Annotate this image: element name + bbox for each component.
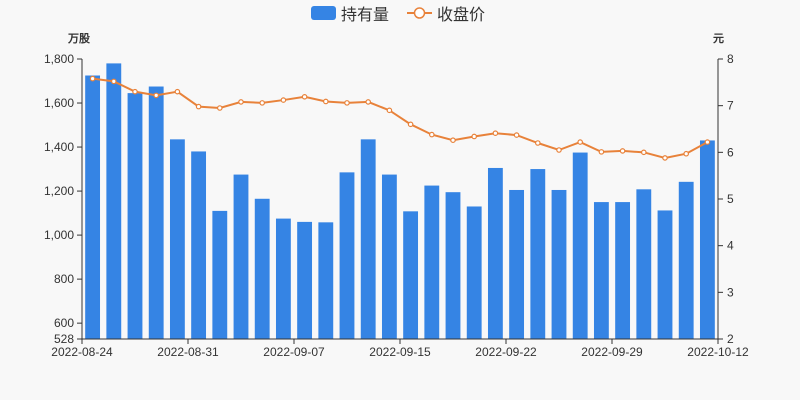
price-point[interactable]: [280, 97, 287, 103]
price-point[interactable]: [153, 92, 160, 99]
price-point[interactable]: [450, 137, 456, 144]
left-axis-tick-label: 1,800: [44, 52, 74, 66]
holding-bar[interactable]: [233, 174, 249, 339]
price-point[interactable]: [619, 148, 626, 154]
left-axis-tick-label: 1,200: [44, 184, 74, 198]
holding-bar[interactable]: [127, 93, 143, 340]
holding-bar[interactable]: [678, 181, 694, 339]
holding-bar[interactable]: [318, 222, 334, 339]
holding-bar[interactable]: [191, 151, 207, 339]
right-axis-tick-label: 5: [727, 192, 734, 206]
holding-bar[interactable]: [403, 211, 419, 339]
price-point[interactable]: [238, 99, 244, 105]
right-axis-tick-label: 7: [727, 99, 734, 113]
right-axis-tick-label: 3: [727, 285, 734, 299]
price-point[interactable]: [365, 99, 372, 105]
price-point[interactable]: [662, 155, 668, 161]
price-point[interactable]: [344, 100, 350, 106]
price-point[interactable]: [428, 131, 435, 138]
right-axis-unit: 元: [713, 32, 724, 45]
left-axis-tick-label: 1,400: [44, 140, 74, 154]
price-point[interactable]: [640, 149, 647, 156]
holding-bar[interactable]: [551, 189, 567, 339]
holding-bar[interactable]: [85, 75, 101, 339]
right-axis-tick-label: 6: [727, 145, 734, 159]
holding-bar[interactable]: [572, 152, 588, 339]
price-point[interactable]: [195, 103, 202, 110]
holding-bar[interactable]: [509, 189, 525, 339]
legend-swatch-price-marker[interactable]: [413, 7, 426, 19]
holding-bar[interactable]: [615, 202, 631, 339]
price-point[interactable]: [132, 88, 138, 95]
legend: 持有量 收盘价: [311, 5, 485, 24]
holding-bar[interactable]: [275, 218, 291, 339]
holding-bar[interactable]: [254, 198, 270, 339]
holding-bar[interactable]: [657, 210, 673, 339]
left-axis-tick-label: 800: [54, 272, 74, 286]
price-point[interactable]: [301, 94, 308, 100]
legend-swatch-holding[interactable]: [311, 6, 336, 20]
x-axis-tick-label: 2022-10-12: [687, 345, 749, 359]
left-axis-unit: 万股: [67, 32, 91, 45]
holding-bar[interactable]: [360, 139, 376, 339]
price-point[interactable]: [513, 132, 520, 138]
holding-bar[interactable]: [466, 206, 482, 339]
right-axis-tick-label: 2: [727, 332, 734, 346]
holding-bar[interactable]: [593, 202, 609, 339]
holding-bar[interactable]: [487, 167, 503, 339]
price-point[interactable]: [683, 150, 690, 157]
left-axis-tick-label: 1,000: [44, 228, 74, 242]
legend-label-price[interactable]: 收盘价: [437, 5, 485, 24]
holding-bar[interactable]: [530, 169, 546, 339]
holding-bar[interactable]: [212, 210, 228, 339]
price-point[interactable]: [174, 88, 181, 95]
left-axis-tick-label: 528: [54, 332, 74, 346]
holding-bars: [85, 63, 715, 340]
price-point[interactable]: [471, 133, 478, 140]
holding-bar[interactable]: [445, 192, 461, 339]
holding-bar[interactable]: [297, 221, 313, 339]
legend-label-holding[interactable]: 持有量: [341, 6, 389, 24]
holding-bar[interactable]: [699, 140, 715, 339]
price-point[interactable]: [534, 140, 541, 146]
price-point[interactable]: [407, 121, 414, 128]
holding-bar[interactable]: [148, 86, 164, 340]
left-axis-tick-label: 600: [54, 316, 74, 330]
price-point[interactable]: [704, 139, 711, 145]
price-point[interactable]: [89, 75, 96, 82]
holding-bar[interactable]: [106, 63, 122, 340]
holding-bar[interactable]: [169, 139, 185, 339]
price-point[interactable]: [386, 107, 393, 114]
axes: 528 600 800 1,000 1,200 1,400 1,600 1,800 2 3 4 5 6 7…: [44, 52, 749, 359]
price-point[interactable]: [322, 98, 329, 105]
price-point[interactable]: [598, 149, 605, 155]
price-point[interactable]: [556, 147, 562, 153]
x-axis-tick-label: 2022-09-22: [475, 345, 537, 359]
x-axis-tick-label: 2022-09-07: [263, 345, 325, 359]
price-point[interactable]: [111, 78, 117, 85]
price-point[interactable]: [577, 139, 584, 145]
x-axis-tick-label: 2022-08-24: [51, 345, 113, 359]
right-axis-tick-label: 4: [727, 239, 734, 253]
price-line-path: [92, 77, 708, 159]
holding-bar[interactable]: [424, 185, 440, 339]
holding-bar[interactable]: [636, 189, 652, 339]
price-point[interactable]: [217, 105, 223, 111]
price-line: [89, 75, 711, 161]
left-axis-tick-label: 1,600: [44, 96, 74, 110]
x-axis-tick-label: 2022-09-29: [581, 345, 643, 359]
x-axis-tick-label: 2022-08-31: [157, 345, 219, 359]
holding-bar[interactable]: [381, 174, 397, 339]
x-axis-tick-label: 2022-09-15: [369, 345, 431, 359]
price-point[interactable]: [492, 130, 499, 137]
right-axis-tick-label: 8: [727, 52, 734, 66]
holding-bar[interactable]: [339, 172, 355, 339]
price-point[interactable]: [259, 100, 266, 106]
